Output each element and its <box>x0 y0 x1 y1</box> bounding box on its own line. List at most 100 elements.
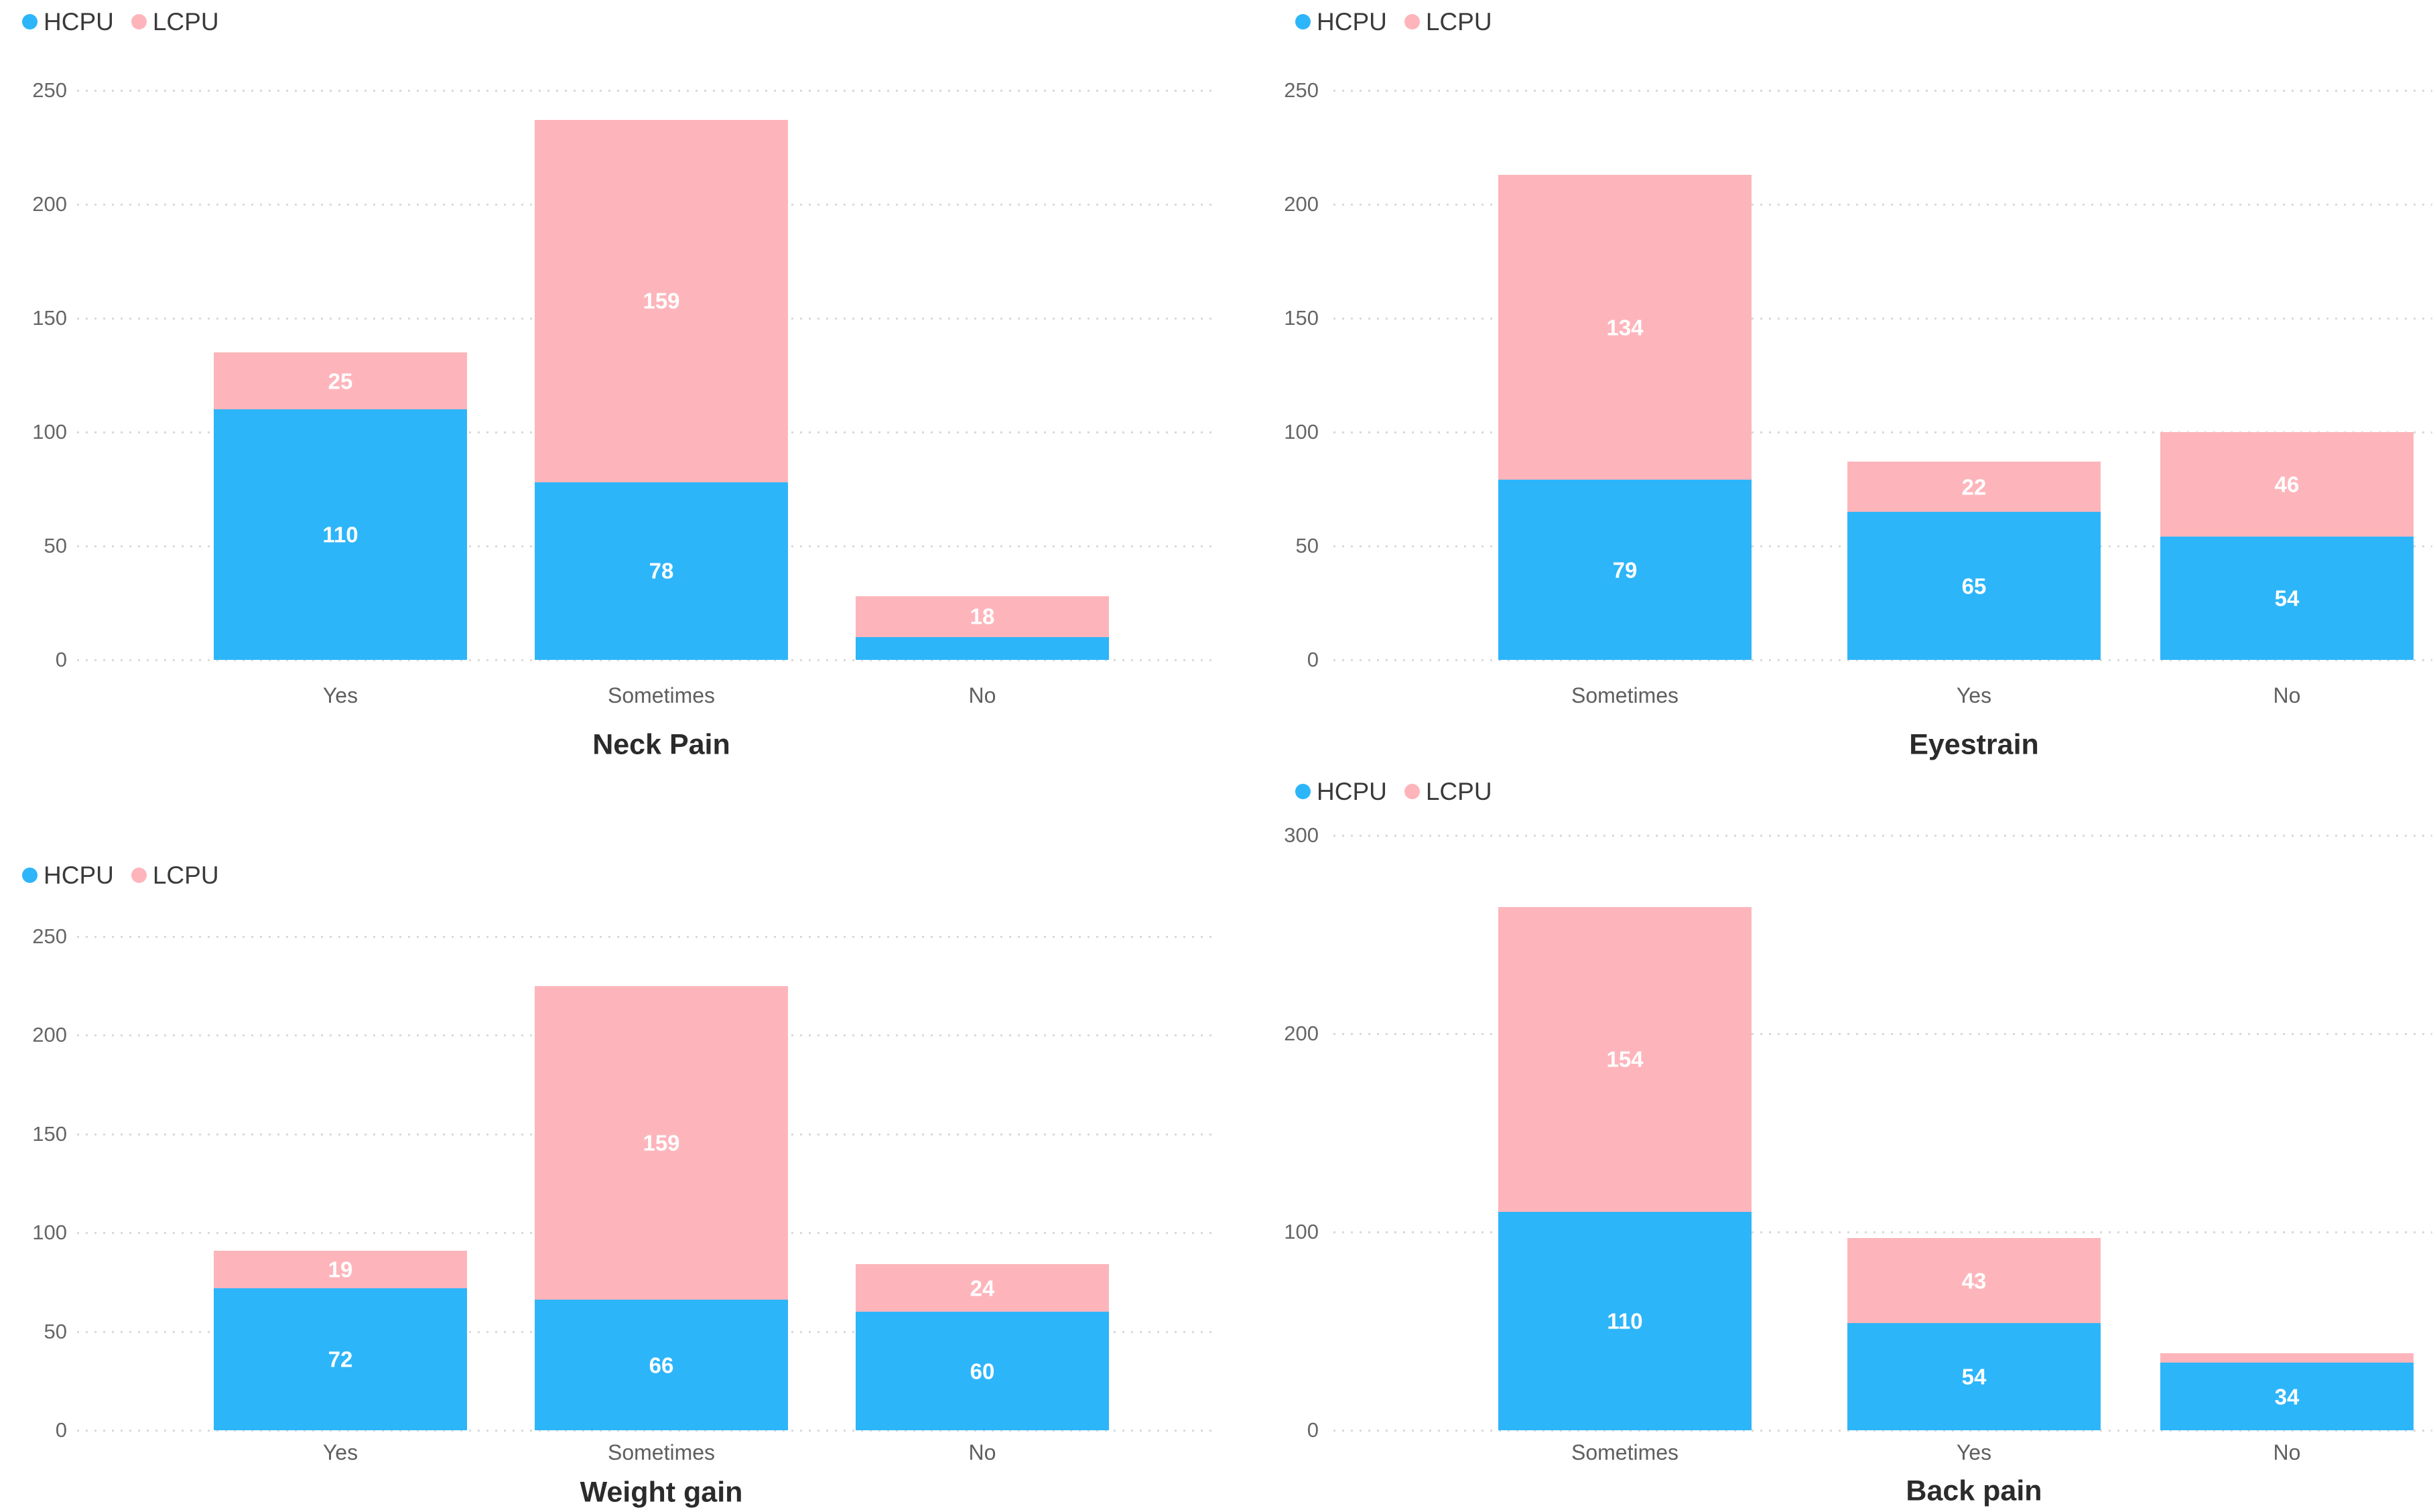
bar-back-pain-yes-hcpu[interactable]: 54 <box>1847 1323 2101 1430</box>
bar-back-pain-no-lcpu[interactable] <box>2160 1353 2414 1363</box>
bar-weight-gain-yes-lcpu[interactable]: 19 <box>214 1250 467 1288</box>
legend-eyestrain: HCPU LCPU <box>1295 9 1510 34</box>
gridline-y0 <box>1333 1430 2432 1432</box>
legend-label: LCPU <box>152 8 219 36</box>
bar-neck-pain-yes-hcpu[interactable]: 110 <box>214 409 467 660</box>
legend-label: HCPU <box>44 8 114 36</box>
legend-dot-lcpu-icon <box>131 14 147 29</box>
y-axis-tick-label: 50 <box>44 534 67 557</box>
chart-title-back-pain: Back pain <box>1906 1474 2042 1507</box>
bar-eyestrain-sometimes-hcpu[interactable]: 79 <box>1498 480 1752 660</box>
bar-weight-gain-sometimes-lcpu[interactable]: 159 <box>535 985 788 1300</box>
legend-item-lcpu[interactable]: LCPU <box>1404 779 1492 804</box>
y-axis-tick-label: 150 <box>32 1121 67 1146</box>
x-axis-category-label: Yes <box>322 1440 358 1464</box>
bar-neck-pain-yes-lcpu[interactable]: 25 <box>214 352 467 409</box>
x-axis-category-label: No <box>2273 1440 2301 1464</box>
chart-title-neck-pain: Neck Pain <box>592 728 730 761</box>
x-axis-category-label: No <box>968 1440 996 1464</box>
y-axis-tick-label: 0 <box>1307 1418 1319 1442</box>
bar-value-label: 134 <box>1606 315 1644 340</box>
bar-neck-pain-no-lcpu[interactable]: 18 <box>856 596 1109 637</box>
bar-value-label: 66 <box>649 1353 674 1378</box>
y-axis-tick-label: 200 <box>1284 1022 1319 1045</box>
legend-item-lcpu[interactable]: LCPU <box>131 9 219 34</box>
bar-value-label: 19 <box>328 1257 353 1282</box>
y-axis-tick-label: 0 <box>1307 648 1319 671</box>
bar-back-pain-sometimes-lcpu[interactable]: 154 <box>1498 906 1752 1213</box>
gridline-y150 <box>1333 318 2432 320</box>
bar-weight-gain-yes-hcpu[interactable]: 72 <box>214 1288 467 1430</box>
bar-value-label: 34 <box>2274 1384 2300 1410</box>
legend-dot-hcpu-icon <box>1295 14 1311 29</box>
bar-eyestrain-no-hcpu[interactable]: 54 <box>2160 537 2414 660</box>
x-axis-category-label: No <box>968 683 996 707</box>
bar-neck-pain-sometimes-hcpu[interactable]: 78 <box>535 482 788 660</box>
bar-value-label: 65 <box>1961 573 1987 598</box>
legend-item-hcpu[interactable]: HCPU <box>1295 779 1387 804</box>
legend-item-lcpu[interactable]: LCPU <box>1404 9 1492 34</box>
y-axis-tick-label: 250 <box>32 78 67 102</box>
y-axis-tick-label: 100 <box>32 420 67 443</box>
legend-label: LCPU <box>1425 8 1492 36</box>
y-axis-tick-label: 50 <box>44 1319 67 1343</box>
legend-item-hcpu[interactable]: HCPU <box>22 9 114 34</box>
x-axis-category-label: Yes <box>1956 683 1992 707</box>
bar-eyestrain-no-lcpu[interactable]: 46 <box>2160 432 2414 537</box>
bar-value-label: 159 <box>643 1130 680 1156</box>
bar-value-label: 78 <box>649 558 674 583</box>
legend-item-hcpu[interactable]: HCPU <box>22 863 114 888</box>
bar-neck-pain-no-hcpu[interactable] <box>856 637 1109 660</box>
legend-item-lcpu[interactable]: LCPU <box>131 863 219 888</box>
y-axis-tick-label: 200 <box>1284 192 1319 216</box>
legend-item-hcpu[interactable]: HCPU <box>1295 9 1387 34</box>
gridline-y200 <box>1333 1033 2432 1035</box>
legend-dot-hcpu-icon <box>22 14 38 29</box>
y-axis-tick-label: 250 <box>1284 78 1319 102</box>
legend-back-pain: HCPU LCPU <box>1295 779 1510 804</box>
bar-value-label: 110 <box>1607 1308 1643 1334</box>
chart-title-eyestrain: Eyestrain <box>1909 728 2039 761</box>
gridline-y200 <box>1333 204 2432 206</box>
bar-weight-gain-sometimes-hcpu[interactable]: 66 <box>535 1300 788 1430</box>
y-axis-tick-label: 0 <box>55 1418 67 1442</box>
x-axis-category-label: Sometimes <box>607 683 716 707</box>
x-axis-category-label: Sometimes <box>1571 683 1679 707</box>
y-axis-tick-label: 300 <box>1284 823 1319 847</box>
bar-eyestrain-yes-lcpu[interactable]: 22 <box>1847 462 2101 512</box>
x-axis-category-label: Yes <box>322 683 358 707</box>
bar-value-label: 18 <box>970 604 995 629</box>
bar-neck-pain-sometimes-lcpu[interactable]: 159 <box>535 120 788 482</box>
legend-weight-gain: HCPU LCPU <box>22 863 237 888</box>
y-axis-tick-label: 250 <box>32 924 67 948</box>
y-axis-tick-label: 0 <box>55 648 67 671</box>
y-axis-tick-label: 150 <box>1284 306 1319 330</box>
gridline-y100 <box>1333 431 2432 433</box>
gridline-y250 <box>1333 90 2432 92</box>
y-axis-tick-label: 150 <box>32 306 67 330</box>
y-axis-tick-label: 50 <box>1295 534 1319 557</box>
legend-dot-hcpu-icon <box>22 868 38 883</box>
bar-value-label: 154 <box>1606 1046 1644 1072</box>
legend-neck-pain: HCPU LCPU <box>22 9 237 34</box>
gridline-y0 <box>77 1430 1218 1432</box>
bar-value-label: 24 <box>970 1276 995 1301</box>
bar-weight-gain-no-hcpu[interactable]: 60 <box>856 1312 1109 1430</box>
gridline-y100 <box>1333 1231 2432 1233</box>
bar-eyestrain-yes-hcpu[interactable]: 65 <box>1847 512 2101 660</box>
bar-weight-gain-no-lcpu[interactable]: 24 <box>856 1264 1109 1312</box>
y-axis-tick-label: 200 <box>32 192 67 216</box>
bar-back-pain-yes-lcpu[interactable]: 43 <box>1847 1237 2101 1324</box>
bar-value-label: 72 <box>328 1347 353 1372</box>
bar-value-label: 54 <box>1961 1364 1987 1389</box>
bar-value-label: 46 <box>2274 472 2300 497</box>
bar-eyestrain-sometimes-lcpu[interactable]: 134 <box>1498 174 1752 480</box>
bar-back-pain-no-hcpu[interactable]: 34 <box>2160 1363 2414 1430</box>
bar-value-label: 159 <box>643 288 680 314</box>
bar-value-label: 60 <box>970 1359 995 1384</box>
legend-dot-hcpu-icon <box>1295 784 1311 799</box>
bar-back-pain-sometimes-hcpu[interactable]: 110 <box>1498 1212 1752 1430</box>
y-axis-tick-label: 200 <box>32 1023 67 1047</box>
gridline-y0 <box>77 659 1218 661</box>
legend-label: HCPU <box>1317 8 1387 36</box>
